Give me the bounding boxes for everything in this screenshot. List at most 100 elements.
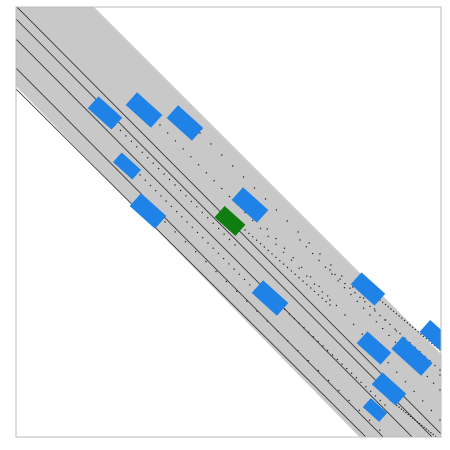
trajectory-dot [196,206,198,208]
trajectory-dot [308,242,310,244]
trajectory-dot [197,164,200,166]
trajectory-dot [430,409,433,412]
trajectory-dot [361,333,363,335]
trajectory-dot [350,293,352,296]
trajectory-dot [217,227,220,230]
trajectory-dot [252,219,254,222]
trajectory-dot [359,296,361,298]
trajectory-dot [228,238,231,241]
trajectory-dot [223,233,225,235]
trajectory-dot [293,317,295,320]
trajectory-dot [309,276,312,278]
trajectory-dot [398,315,400,317]
trajectory-dot [179,189,182,192]
trajectory-dot [352,323,355,326]
trajectory-dot [379,429,381,431]
trajectory-dot [341,363,343,365]
trajectory-dot [349,287,351,289]
trajectory-dot [205,172,208,174]
trajectory-dot [233,268,235,270]
vehicle [125,92,163,128]
trajectory-dot [264,198,267,200]
trajectory-dot [327,295,329,297]
trajectory-dot [395,312,398,315]
trajectory-dot [164,221,166,223]
trajectory-dot [327,349,329,352]
trajectory-dot [321,291,323,293]
trajectory-dot [321,297,323,299]
trajectory-dot [346,367,348,370]
trajectory-dot [338,389,340,392]
trajectory-dot [222,257,225,260]
trajectory-dot [290,259,293,261]
vehicles [87,92,441,422]
trajectory-dot [318,285,320,288]
trajectory-dot [288,313,291,315]
vehicle [129,193,167,229]
trajectory-dot [417,331,419,333]
trajectory-dot [373,308,376,310]
trajectory-dot [157,167,160,170]
trajectory-dot [184,241,187,243]
trajectory-dot [343,287,346,289]
trajectory-dot [263,246,265,248]
trajectory-dot [379,314,381,317]
trajectory-dot [221,187,223,190]
trajectory-dot [225,280,228,283]
trajectory-dot [234,244,236,246]
trajectory-dot [365,386,367,388]
trajectory-dot [329,299,331,301]
trajectory-dot [362,307,365,309]
trajectory-dot [210,143,212,145]
trajectory-dot [174,184,176,186]
trajectory-dot [217,252,220,255]
trajectory-dot [290,270,293,272]
trajectory-dot [287,340,289,342]
trajectory-dot [403,319,406,322]
ego-vehicle [214,206,246,236]
trajectory-dot [313,283,316,285]
trajectory-dot [388,334,390,337]
trajectory-dot [242,176,245,178]
vehicle [371,372,407,406]
trajectory-dot [398,406,400,408]
trajectory-dot [248,232,250,235]
trajectory-dot [215,270,217,273]
trajectory-dot [422,400,424,402]
trajectory-dot [253,187,256,189]
trajectory-dot [425,428,428,430]
trajectory-dot [165,200,167,202]
trajectory-dot [275,243,277,245]
vehicle [231,187,269,223]
trajectory-dot [396,371,398,373]
trajectory-dot [387,306,389,308]
trajectory-dot [362,297,365,299]
trajectory-dot [329,304,331,306]
trajectory-dot [344,282,346,285]
trajectory-dot [167,132,169,134]
trajectory-dot [298,322,300,324]
trajectory-dot [384,303,387,306]
trajectory-dot [382,327,384,330]
vehicle [251,280,289,316]
trajectory-dot [407,413,409,416]
trajectory-dot [402,410,405,412]
trajectory-dot [336,358,338,361]
trajectory-dot [298,267,300,269]
trajectory-dot [252,236,254,238]
trajectory-dot [185,195,187,197]
trajectory-dot [168,178,171,181]
trajectory-dot [207,242,209,244]
trajectory-dot [297,350,299,352]
trajectory-dot [319,253,321,255]
trajectory-dot [313,290,316,293]
trajectory-dot [374,395,377,397]
trajectory-dot [213,180,215,182]
trajectory-dot [306,275,308,277]
vehicle [391,336,433,376]
trajectory-dot [344,314,346,316]
trajectory-dot [310,287,312,289]
trajectory-dot [163,173,165,175]
trajectory-dot [384,319,386,321]
trajectory-dot [318,259,320,262]
